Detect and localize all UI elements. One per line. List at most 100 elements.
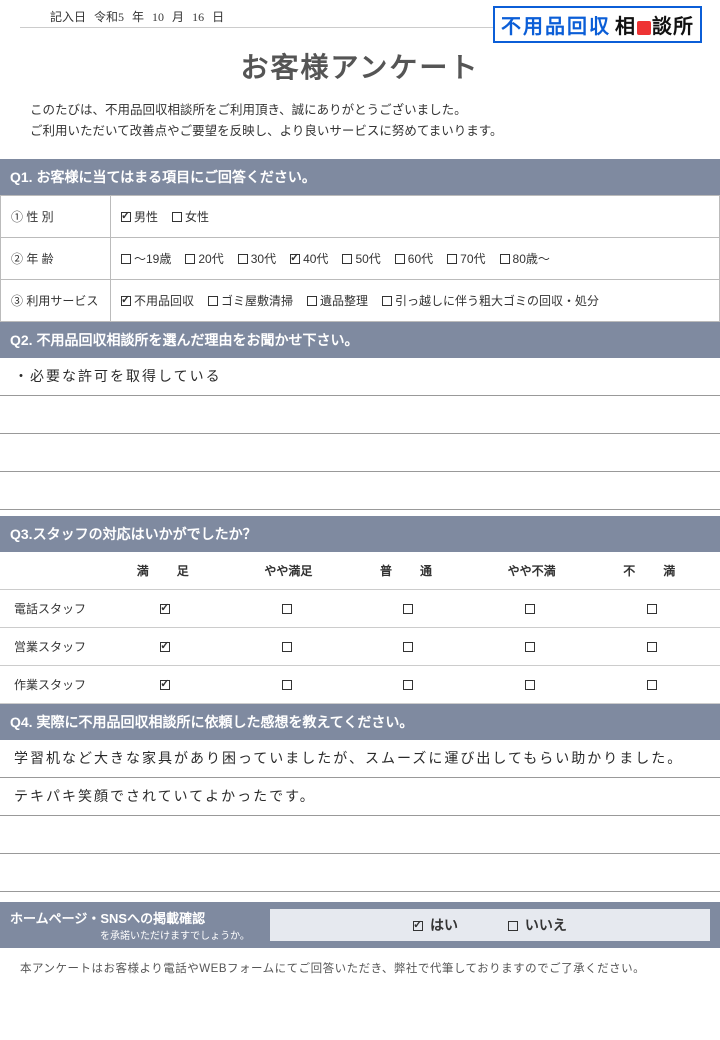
q2-answer-lines: ・必要な許可を取得している bbox=[0, 358, 720, 510]
checkbox-icon bbox=[525, 680, 535, 690]
checkbox-icon bbox=[508, 921, 518, 931]
answer-line bbox=[0, 396, 720, 434]
option[interactable]: ゴミ屋敷清掃 bbox=[208, 292, 293, 309]
checkbox-icon bbox=[403, 604, 413, 614]
rating-cell[interactable] bbox=[343, 589, 476, 627]
q3-col-header: 不 満 bbox=[587, 552, 720, 590]
rating-cell[interactable] bbox=[477, 665, 587, 703]
rating-cell[interactable] bbox=[233, 627, 343, 665]
checkbox-icon bbox=[647, 680, 657, 690]
q3-row-label: 電話スタッフ bbox=[0, 589, 100, 627]
answer-line bbox=[0, 434, 720, 472]
checkbox-icon bbox=[403, 680, 413, 690]
logo-text-blue: 不用品回収 bbox=[501, 10, 611, 39]
option[interactable]: 不用品回収 bbox=[121, 292, 194, 309]
date-era: 令和5 bbox=[94, 8, 124, 25]
q3-col-header: 普 通 bbox=[343, 552, 476, 590]
q3-table: 満 足やや満足普 通やや不満不 満 電話スタッフ営業スタッフ作業スタッフ bbox=[0, 552, 720, 704]
option[interactable]: 引っ越しに伴う粗大ゴミの回収・処分 bbox=[382, 292, 599, 309]
rating-cell[interactable] bbox=[343, 627, 476, 665]
answer-line: 学習机など大きな家具があり困っていましたが、スムーズに運び出してもらい助かりまし… bbox=[0, 740, 720, 778]
rating-cell[interactable] bbox=[343, 665, 476, 703]
q1-row-service: ③ 利用サービス 不用品回収ゴミ屋敷清掃遺品整理引っ越しに伴う粗大ゴミの回収・処… bbox=[1, 279, 720, 321]
date-label: 記入日 bbox=[50, 8, 86, 25]
q1-age-label: ② 年 齢 bbox=[1, 237, 111, 279]
checkbox-icon bbox=[121, 254, 131, 264]
q3-row: 作業スタッフ bbox=[0, 665, 720, 703]
q1-table: ① 性 別 男性女性 ② 年 齢 ～19歳 20代 30代 40代 50代 60代 70代 8… bbox=[0, 195, 720, 322]
option[interactable]: 40代 bbox=[290, 250, 328, 267]
rating-cell[interactable] bbox=[587, 627, 720, 665]
confirm-no[interactable]: いいえ bbox=[508, 915, 567, 935]
q4-header: Q4. 実際に不用品回収相談所に依頼した感想を教えてください。 bbox=[0, 704, 720, 740]
option[interactable]: 女性 bbox=[172, 208, 209, 225]
logo-red-square-icon bbox=[637, 21, 651, 35]
confirm-yes[interactable]: はい bbox=[413, 915, 458, 935]
checkbox-icon bbox=[208, 296, 218, 306]
option[interactable]: 30代 bbox=[238, 250, 276, 267]
checkbox-icon bbox=[160, 642, 170, 652]
answer-line bbox=[0, 816, 720, 854]
rating-cell[interactable] bbox=[100, 589, 233, 627]
q3-col-header: 満 足 bbox=[100, 552, 233, 590]
checkbox-icon bbox=[282, 680, 292, 690]
q3-col-header: やや満足 bbox=[233, 552, 343, 590]
checkbox-icon bbox=[121, 296, 131, 306]
checkbox-icon bbox=[647, 642, 657, 652]
answer-line: ・必要な許可を取得している bbox=[0, 358, 720, 396]
option[interactable]: 70代 bbox=[447, 250, 485, 267]
option[interactable]: 20代 bbox=[185, 250, 223, 267]
checkbox-icon bbox=[403, 642, 413, 652]
q3-row: 電話スタッフ bbox=[0, 589, 720, 627]
q1-gender-label: ① 性 別 bbox=[1, 195, 111, 237]
q1-service-label: ③ 利用サービス bbox=[1, 279, 111, 321]
checkbox-icon bbox=[185, 254, 195, 264]
option[interactable]: 80歳～ bbox=[500, 250, 550, 267]
checkbox-icon bbox=[290, 254, 300, 264]
checkbox-icon bbox=[238, 254, 248, 264]
checkbox-icon bbox=[307, 296, 317, 306]
rating-cell[interactable] bbox=[587, 665, 720, 703]
checkbox-icon bbox=[447, 254, 457, 264]
option[interactable]: ～19歳 bbox=[121, 250, 171, 267]
checkbox-icon bbox=[413, 921, 423, 931]
checkbox-icon bbox=[282, 642, 292, 652]
checkbox-icon bbox=[525, 604, 535, 614]
option[interactable]: 60代 bbox=[395, 250, 433, 267]
answer-line: テキパキ笑顔でされていてよかったです。 bbox=[0, 778, 720, 816]
option[interactable]: 遺品整理 bbox=[307, 292, 368, 309]
rating-cell[interactable] bbox=[100, 627, 233, 665]
q3-row-label: 営業スタッフ bbox=[0, 627, 100, 665]
intro-text: このたびは、不用品回収相談所をご利用頂き、誠にありがとうございました。 ご利用い… bbox=[0, 96, 720, 159]
confirm-sub: を承諾いただけますでしょうか。 bbox=[10, 927, 250, 942]
rating-cell[interactable] bbox=[233, 589, 343, 627]
checkbox-icon bbox=[172, 212, 182, 222]
checkbox-icon bbox=[160, 680, 170, 690]
checkbox-icon bbox=[160, 604, 170, 614]
q1-header: Q1. お客様に当てはまる項目にご回答ください。 bbox=[0, 159, 720, 195]
rating-cell[interactable] bbox=[477, 589, 587, 627]
rating-cell[interactable] bbox=[100, 665, 233, 703]
rating-cell[interactable] bbox=[587, 589, 720, 627]
q3-col-header: やや不満 bbox=[477, 552, 587, 590]
option[interactable]: 50代 bbox=[342, 250, 380, 267]
checkbox-icon bbox=[525, 642, 535, 652]
checkbox-icon bbox=[647, 604, 657, 614]
q3-row-label: 作業スタッフ bbox=[0, 665, 100, 703]
rating-cell[interactable] bbox=[477, 627, 587, 665]
rating-cell[interactable] bbox=[233, 665, 343, 703]
footnote: 本アンケートはお客様より電話やWEBフォームにてご回答いただき、弊社で代筆してお… bbox=[0, 948, 720, 976]
answer-line bbox=[0, 854, 720, 892]
date-day: 16 bbox=[192, 10, 204, 25]
checkbox-icon bbox=[121, 212, 131, 222]
publish-confirm-bar: ホームページ・SNSへの掲載確認 を承諾いただけますでしょうか。 はい いいえ bbox=[0, 902, 720, 948]
option[interactable]: 男性 bbox=[121, 208, 158, 225]
checkbox-icon bbox=[282, 604, 292, 614]
q1-row-age: ② 年 齢 ～19歳 20代 30代 40代 50代 60代 70代 80歳～ bbox=[1, 237, 720, 279]
checkbox-icon bbox=[342, 254, 352, 264]
checkbox-icon bbox=[382, 296, 392, 306]
answer-line bbox=[0, 472, 720, 510]
date-month: 10 bbox=[152, 10, 164, 25]
logo-text-black: 相談所 bbox=[615, 10, 694, 39]
checkbox-icon bbox=[500, 254, 510, 264]
